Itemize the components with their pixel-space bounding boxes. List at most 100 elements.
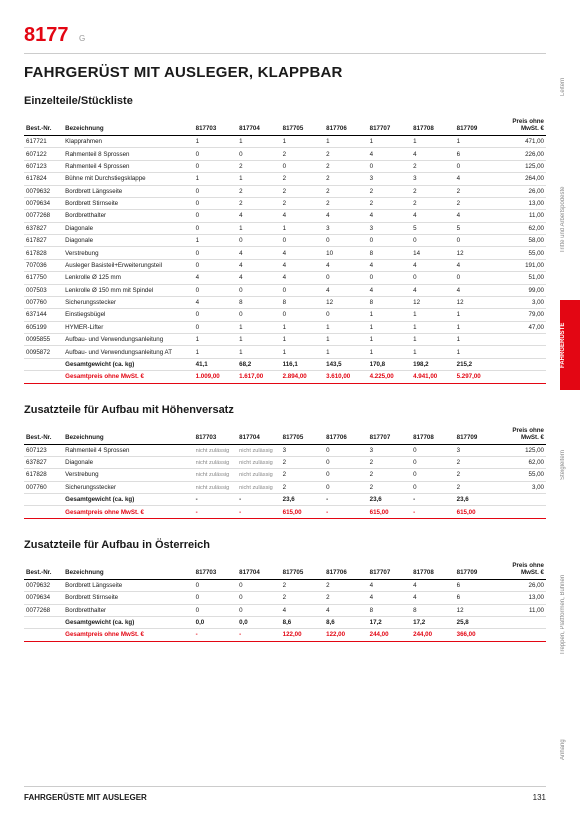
sidebar-tab[interactable]: Treppen, Plattformen, Bühnen (560, 550, 580, 680)
table-row: Gesamtpreis ohne MwSt. €--122,00122,0024… (24, 629, 546, 641)
cell: 244,00 (368, 629, 412, 641)
table-row: 0095855Aufbau- und Verwendungsanleitung1… (24, 334, 546, 346)
cell: 0 (194, 592, 238, 604)
cell: 0 (194, 210, 238, 222)
cell: 4 (411, 259, 455, 271)
cell: 2 (324, 173, 368, 185)
cell: Bordbrett Stirnseite (63, 197, 194, 209)
cell: 4 (368, 579, 412, 591)
cell: 4 (281, 247, 325, 259)
table-row: 0077268Bordbretthalter0044881211,00 (24, 604, 546, 616)
cell (498, 358, 546, 370)
cell: 2 (237, 160, 281, 172)
cell: 2 (324, 592, 368, 604)
cell: 2 (411, 185, 455, 197)
cell: 2 (324, 148, 368, 160)
cell (24, 371, 63, 383)
cell: 6 (455, 592, 499, 604)
cell: 0 (194, 284, 238, 296)
cell: 0 (324, 444, 368, 456)
table-row: 637827Diagonale011335562,00 (24, 222, 546, 234)
cell: 1 (368, 334, 412, 346)
cell: - (237, 629, 281, 641)
cell: - (237, 506, 281, 518)
cell: 1 (411, 346, 455, 358)
cell: 4 (411, 284, 455, 296)
cell: 3,00 (498, 481, 546, 493)
cell: 3.610,00 (324, 371, 368, 383)
cell: 615,00 (455, 506, 499, 518)
cell: 0 (237, 579, 281, 591)
table-row: 617828Verstrebung044108141255,00 (24, 247, 546, 259)
cell: 0095872 (24, 346, 63, 358)
cell: 51,00 (498, 272, 546, 284)
cell (498, 494, 546, 506)
cell: 4 (368, 210, 412, 222)
cell: 2 (281, 481, 325, 493)
sidebar-tab[interactable]: Steigleitern (560, 430, 580, 500)
cell: 12 (411, 296, 455, 308)
col-variant: 817704 (237, 424, 281, 445)
cell: 0079632 (24, 185, 63, 197)
cell: 0,0 (237, 616, 281, 628)
cell: 617824 (24, 173, 63, 185)
cell: 0 (324, 469, 368, 481)
cell: 2 (368, 456, 412, 468)
cell: 4 (324, 259, 368, 271)
cell: 8 (368, 296, 412, 308)
cell: 1 (281, 321, 325, 333)
cell: 2 (281, 579, 325, 591)
cell: 2 (281, 469, 325, 481)
cell: 0 (455, 272, 499, 284)
sidebar-tab[interactable]: Anhang (560, 720, 580, 780)
cell: 1 (237, 222, 281, 234)
cell: 0079634 (24, 197, 63, 209)
cell: 4 (281, 259, 325, 271)
cell: 4 (194, 272, 238, 284)
col-best: Best.-Nr. (24, 424, 63, 445)
sidebar-tab[interactable]: FAHRGERÜSTE (560, 300, 580, 390)
cell (498, 629, 546, 641)
cell: 5.297,00 (455, 371, 499, 383)
cell: 4 (281, 210, 325, 222)
cell: 1 (194, 173, 238, 185)
cell: 10 (324, 247, 368, 259)
cell: 366,00 (455, 629, 499, 641)
table-row: Gesamtgewicht (ca. kg)41,168,2116,1143,5… (24, 358, 546, 370)
cell: 0 (411, 272, 455, 284)
table-row: 607123Rahmenteil 4 Sprossen0202020125,00 (24, 160, 546, 172)
cell: 4 (194, 296, 238, 308)
cell: 0095855 (24, 334, 63, 346)
cell: 2 (324, 160, 368, 172)
sidebar-tab[interactable]: Leitern (560, 60, 580, 114)
cell: 26,00 (498, 185, 546, 197)
cell: 125,00 (498, 444, 546, 456)
cell: 615,00 (281, 506, 325, 518)
cell: Rahmenteil 4 Sprossen (63, 160, 194, 172)
cell: 007760 (24, 296, 63, 308)
cell: 8 (237, 296, 281, 308)
col-variant: 817703 (194, 559, 238, 580)
cell: 2 (324, 197, 368, 209)
sidebar-tabs: Leitern Tritte und Arbeitspodeste FAHRGERÜ… (560, 0, 580, 820)
cell: 0 (368, 235, 412, 247)
cell: 007503 (24, 284, 63, 296)
cell: 0077268 (24, 604, 63, 616)
cell: 2 (324, 579, 368, 591)
cell: 55,00 (498, 469, 546, 481)
cell: 2 (411, 160, 455, 172)
cell: nicht zulässig (237, 481, 281, 493)
cell: 215,2 (455, 358, 499, 370)
cell: 4 (411, 592, 455, 604)
cell: 0 (411, 456, 455, 468)
cell: 0 (237, 148, 281, 160)
cell: 4 (237, 210, 281, 222)
cell: 1.617,00 (237, 371, 281, 383)
cell: 3 (368, 173, 412, 185)
cell: 2 (237, 197, 281, 209)
cell: 617828 (24, 469, 63, 481)
sidebar-tab[interactable]: Tritte und Arbeitspodeste (560, 165, 580, 275)
cell: 122,00 (281, 629, 325, 641)
cell: 0 (455, 160, 499, 172)
table-row: 0079634Bordbrett Stirnseite002244613,00 (24, 592, 546, 604)
